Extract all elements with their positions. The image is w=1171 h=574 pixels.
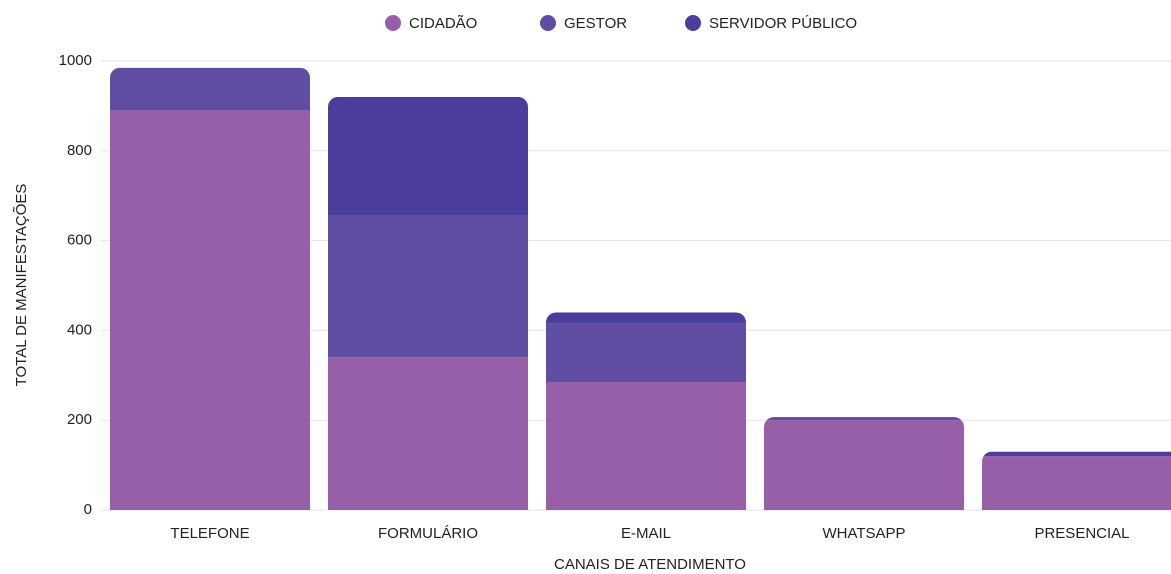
bar-segment: [328, 96, 528, 216]
bar-segment: [110, 110, 310, 510]
bar-segment: [328, 215, 528, 358]
bar-stack: [546, 312, 746, 510]
bar-stack: [328, 96, 528, 510]
y-tick-label: 400: [67, 321, 92, 338]
y-tick-label: 0: [84, 501, 92, 518]
bar-segment: [546, 382, 746, 510]
bar-stack: [110, 67, 310, 510]
bar-segment: [982, 456, 1171, 510]
bar-segment: [546, 323, 746, 383]
legend-label: SERVIDOR PÚBLICO: [709, 15, 857, 32]
bar-stack: [764, 417, 964, 510]
x-tick-label: E-MAIL: [621, 525, 671, 542]
bar-segment: [546, 312, 746, 324]
legend-marker: [385, 15, 401, 31]
legend-marker: [685, 15, 701, 31]
bar-segment: [328, 357, 528, 510]
y-tick-label: 800: [67, 142, 92, 159]
legend-label: GESTOR: [564, 15, 627, 32]
y-tick-label: 600: [67, 232, 92, 249]
bar-stack: [982, 451, 1171, 510]
x-tick-label: WHATSAPP: [822, 525, 905, 542]
bar-segment: [982, 451, 1171, 457]
y-tick-label: 200: [67, 411, 92, 428]
x-axis-title: CANAIS DE ATENDIMENTO: [554, 556, 746, 573]
legend-marker: [540, 15, 556, 31]
x-tick-label: FORMULÁRIO: [378, 525, 478, 542]
x-tick-label: TELEFONE: [170, 525, 249, 542]
y-tick-label: 1000: [59, 52, 92, 69]
x-tick-label: PRESENCIAL: [1034, 525, 1129, 542]
bar-segment: [110, 67, 310, 111]
bar-segment: [764, 417, 964, 421]
bar-segment: [764, 420, 964, 510]
y-axis-title: TOTAL DE MANIFESTAÇÕES: [13, 184, 30, 387]
legend-label: CIDADÃO: [409, 15, 477, 32]
